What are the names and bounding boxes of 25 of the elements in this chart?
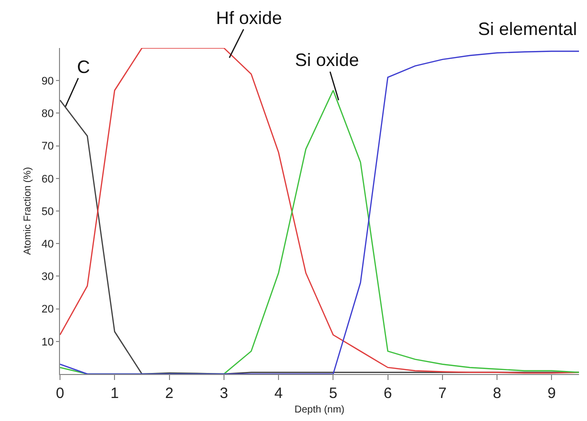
x-tick-label: 5	[328, 385, 338, 402]
x-tick-label: 8	[492, 385, 502, 402]
x-axis-title: Depth (nm)	[294, 404, 345, 416]
y-tick-label: 20	[42, 304, 54, 316]
y-tick-label: 70	[42, 140, 54, 153]
x-tick-label: 9	[548, 385, 556, 402]
y-axis-title: Atomic Fraction (%)	[22, 167, 34, 255]
x-tick-label: 0	[56, 385, 64, 402]
y-tick-label: 30	[42, 271, 54, 284]
x-tick-label: 3	[220, 385, 228, 402]
text: Si elemental	[478, 19, 578, 39]
x-tick-label: 2	[165, 385, 174, 402]
y-tick-label: 50	[42, 206, 54, 218]
y-tick-label: 40	[42, 238, 54, 250]
y-tick-label: 10	[42, 336, 54, 348]
annotation: Si oxide	[295, 50, 360, 70]
x-tick-label: 7	[438, 385, 447, 402]
y-tick-label: 60	[42, 173, 54, 186]
y-tick-label: 80	[42, 108, 54, 120]
annotation: C	[77, 57, 90, 77]
annotation: Hf oxide	[216, 8, 282, 28]
y-tick-label: 90	[42, 75, 54, 88]
x-tick-label: 1	[110, 385, 119, 402]
x-tick-label: 4	[274, 385, 283, 402]
x-tick-label: 6	[384, 385, 392, 402]
